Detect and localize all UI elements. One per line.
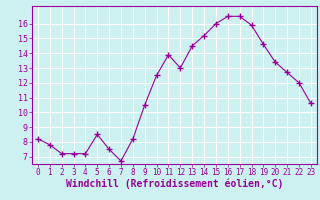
- X-axis label: Windchill (Refroidissement éolien,°C): Windchill (Refroidissement éolien,°C): [66, 179, 283, 189]
